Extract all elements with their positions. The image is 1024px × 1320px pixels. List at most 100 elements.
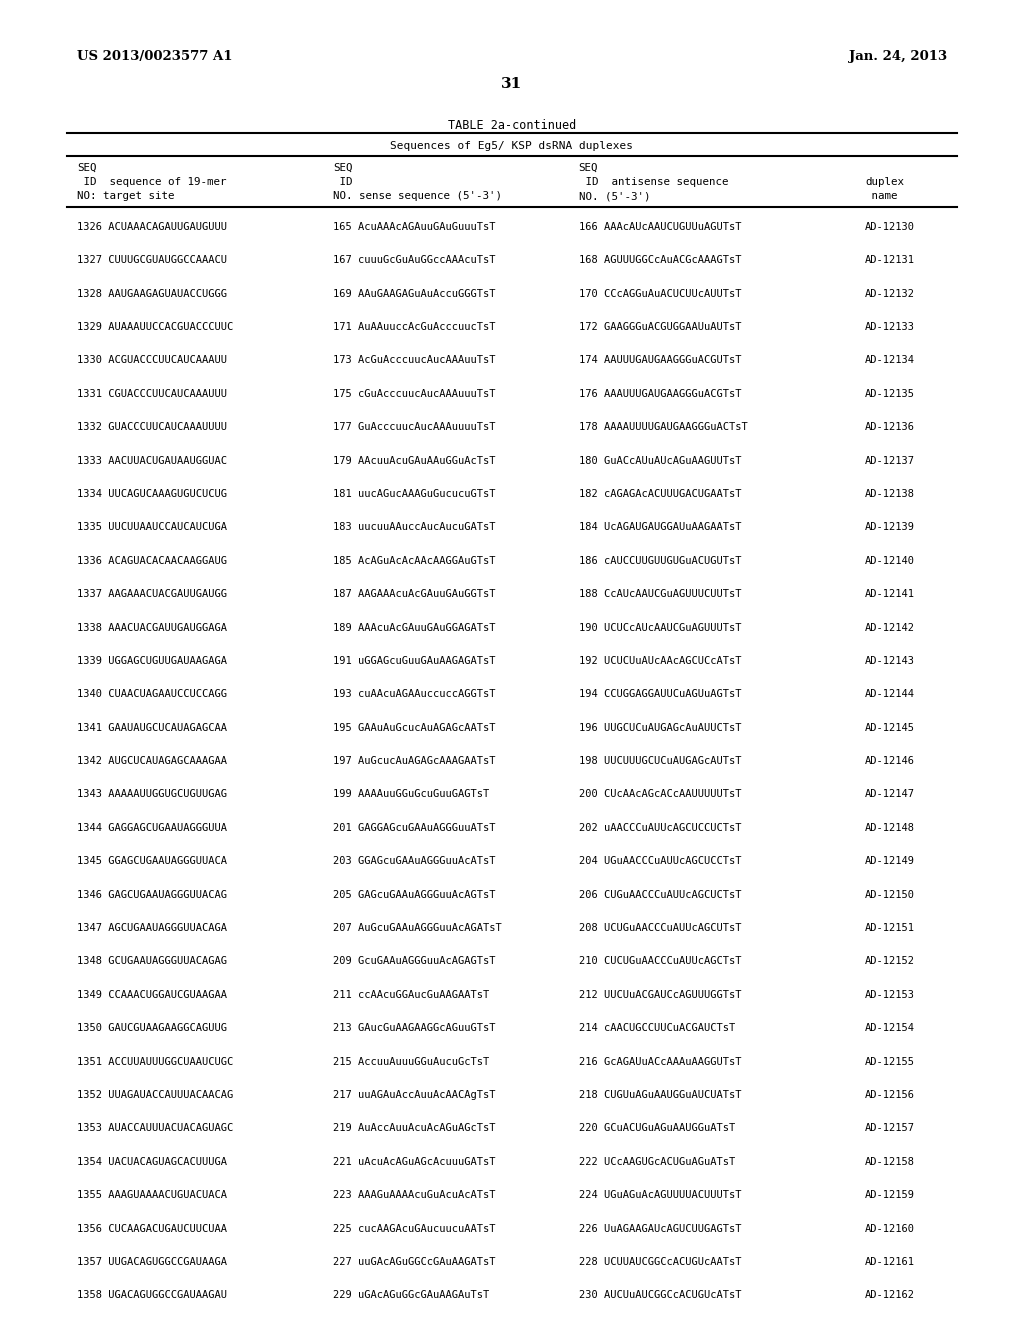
Text: 182 cAGAGAcACUUUGACUGAATsT: 182 cAGAGAcACUUUGACUGAATsT [579,488,741,499]
Text: AD-12140: AD-12140 [865,556,915,566]
Text: 203 GGAGcuGAAuAGGGuuAcATsT: 203 GGAGcuGAAuAGGGuuAcATsT [333,857,496,866]
Text: AD-12161: AD-12161 [865,1257,915,1267]
Text: AD-12160: AD-12160 [865,1224,915,1234]
Text: 1342 AUGCUCAUAGAGCAAAGAA: 1342 AUGCUCAUAGAGCAAAGAA [77,756,226,766]
Text: AD-12146: AD-12146 [865,756,915,766]
Text: 200 CUcAAcAGcACcAAUUUUUTsT: 200 CUcAAcAGcACcAAUUUUUTsT [579,789,741,800]
Text: AD-12142: AD-12142 [865,623,915,632]
Text: ID  sequence of 19-mer: ID sequence of 19-mer [77,177,226,187]
Text: AD-12130: AD-12130 [865,222,915,232]
Text: NO: target site: NO: target site [77,191,174,202]
Text: US 2013/0023577 A1: US 2013/0023577 A1 [77,50,232,63]
Text: TABLE 2a-continued: TABLE 2a-continued [447,119,577,132]
Text: 1347 AGCUGAAUAGGGUUACAGA: 1347 AGCUGAAUAGGGUUACAGA [77,923,226,933]
Text: 206 CUGuAACCCuAUUcAGCUCTsT: 206 CUGuAACCCuAUUcAGCUCTsT [579,890,741,900]
Text: 204 UGuAACCCuAUUcAGCUCCTsT: 204 UGuAACCCuAUUcAGCUCCTsT [579,857,741,866]
Text: AD-12149: AD-12149 [865,857,915,866]
Text: 1339 UGGAGCUGUUGAUAAGAGA: 1339 UGGAGCUGUUGAUAAGAGA [77,656,226,665]
Text: 1340 CUAACUAGAAUCCUCCAGG: 1340 CUAACUAGAAUCCUCCAGG [77,689,226,700]
Text: 184 UcAGAUGAUGGAUuAAGAATsT: 184 UcAGAUGAUGGAUuAAGAATsT [579,523,741,532]
Text: duplex: duplex [865,177,904,187]
Text: AD-12154: AD-12154 [865,1023,915,1034]
Text: 178 AAAAUUUUGAUGAAGGGuACTsT: 178 AAAAUUUUGAUGAAGGGuACTsT [579,422,748,432]
Text: 1351 ACCUUAUUUGGCUAAUCUGC: 1351 ACCUUAUUUGGCUAAUCUGC [77,1056,233,1067]
Text: 1330 ACGUACCCUUCAUCAAAUU: 1330 ACGUACCCUUCAUCAAAUU [77,355,226,366]
Text: 169 AAuGAAGAGuAuAccuGGGTsT: 169 AAuGAAGAGuAuAccuGGGTsT [333,289,496,298]
Text: 227 uuGAcAGuGGCcGAuAAGATsT: 227 uuGAcAGuGGCcGAuAAGATsT [333,1257,496,1267]
Text: 230 AUCUuAUCGGCcACUGUcATsT: 230 AUCUuAUCGGCcACUGUcATsT [579,1291,741,1300]
Text: AD-12156: AD-12156 [865,1090,915,1100]
Text: AD-12158: AD-12158 [865,1156,915,1167]
Text: 165 AcuAAAcAGAuuGAuGuuuTsT: 165 AcuAAAcAGAuuGAuGuuuTsT [333,222,496,232]
Text: ID  antisense sequence: ID antisense sequence [579,177,728,187]
Text: 190 UCUCcAUcAAUCGuAGUUUTsT: 190 UCUCcAUcAAUCGuAGUUUTsT [579,623,741,632]
Text: AD-12147: AD-12147 [865,789,915,800]
Text: AD-12153: AD-12153 [865,990,915,999]
Text: 224 UGuAGuAcAGUUUUACUUUTsT: 224 UGuAGuAcAGUUUUACUUUTsT [579,1191,741,1200]
Text: AD-12135: AD-12135 [865,388,915,399]
Text: AD-12133: AD-12133 [865,322,915,331]
Text: 208 UCUGuAACCCuAUUcAGCUTsT: 208 UCUGuAACCCuAUUcAGCUTsT [579,923,741,933]
Text: AD-12137: AD-12137 [865,455,915,466]
Text: 225 cucAAGAcuGAucuucuAATsT: 225 cucAAGAcuGAucuucuAATsT [333,1224,496,1234]
Text: 1329 AUAAAUUCCACGUACCCUUC: 1329 AUAAAUUCCACGUACCCUUC [77,322,233,331]
Text: NO. (5'-3'): NO. (5'-3') [579,191,650,202]
Text: 211 ccAAcuGGAucGuAAGAATsT: 211 ccAAcuGGAucGuAAGAATsT [333,990,489,999]
Text: 1332 GUACCCUUCAUCAAAUUUU: 1332 GUACCCUUCAUCAAAUUUU [77,422,226,432]
Text: 221 uAcuAcAGuAGcAcuuuGATsT: 221 uAcuAcAGuAGcAcuuuGATsT [333,1156,496,1167]
Text: AD-12143: AD-12143 [865,656,915,665]
Text: 196 UUGCUCuAUGAGcAuAUUCTsT: 196 UUGCUCuAUGAGcAuAUUCTsT [579,723,741,733]
Text: 1334 UUCAGUCAAAGUGUCUCUG: 1334 UUCAGUCAAAGUGUCUCUG [77,488,226,499]
Text: 218 CUGUuAGuAAUGGuAUCUATsT: 218 CUGUuAGuAAUGGuAUCUATsT [579,1090,741,1100]
Text: AD-12162: AD-12162 [865,1291,915,1300]
Text: AD-12139: AD-12139 [865,523,915,532]
Text: 192 UCUCUuAUcAAcAGCUCcATsT: 192 UCUCUuAUcAAcAGCUCcATsT [579,656,741,665]
Text: 1341 GAAUAUGCUCAUAGAGCAA: 1341 GAAUAUGCUCAUAGAGCAA [77,723,226,733]
Text: 183 uucuuAAuccAucAucuGATsT: 183 uucuuAAuccAucAucuGATsT [333,523,496,532]
Text: 1353 AUACCAUUUACUACAGUAGC: 1353 AUACCAUUUACUACAGUAGC [77,1123,233,1134]
Text: AD-12152: AD-12152 [865,957,915,966]
Text: AD-12157: AD-12157 [865,1123,915,1134]
Text: 173 AcGuAcccuucAucAAAuuTsT: 173 AcGuAcccuucAucAAAuuTsT [333,355,496,366]
Text: 1335 UUCUUAAUCCAUCAUCUGA: 1335 UUCUUAAUCCAUCAUCUGA [77,523,226,532]
Text: SEQ: SEQ [77,162,96,173]
Text: 217 uuAGAuAccAuuAcAACAgTsT: 217 uuAGAuAccAuuAcAACAgTsT [333,1090,496,1100]
Text: AD-12159: AD-12159 [865,1191,915,1200]
Text: 209 GcuGAAuAGGGuuAcAGAGTsT: 209 GcuGAAuAGGGuuAcAGAGTsT [333,957,496,966]
Text: 175 cGuAcccuucAucAAAuuuTsT: 175 cGuAcccuucAucAAAuuuTsT [333,388,496,399]
Text: 174 AAUUUGAUGAAGGGuACGUTsT: 174 AAUUUGAUGAAGGGuACGUTsT [579,355,741,366]
Text: 1328 AAUGAAGAGUAUACCUGGG: 1328 AAUGAAGAGUAUACCUGGG [77,289,226,298]
Text: 181 uucAGucAAAGuGucucuGTsT: 181 uucAGucAAAGuGucucuGTsT [333,488,496,499]
Text: 1355 AAAGUAAAACUGUACUACA: 1355 AAAGUAAAACUGUACUACA [77,1191,226,1200]
Text: 179 AAcuuAcuGAuAAuGGuAcTsT: 179 AAcuuAcuGAuAAuGGuAcTsT [333,455,496,466]
Text: 198 UUCUUUGCUCuAUGAGcAUTsT: 198 UUCUUUGCUCuAUGAGcAUTsT [579,756,741,766]
Text: 1331 CGUACCCUUCAUCAAAUUU: 1331 CGUACCCUUCAUCAAAUUU [77,388,226,399]
Text: 202 uAACCCuAUUcAGCUCCUCTsT: 202 uAACCCuAUUcAGCUCCUCTsT [579,822,741,833]
Text: AD-12141: AD-12141 [865,589,915,599]
Text: 1343 AAAAAUUGGUGCUGUUGAG: 1343 AAAAAUUGGUGCUGUUGAG [77,789,226,800]
Text: 166 AAAcAUcAAUCUGUUuAGUTsT: 166 AAAcAUcAAUCUGUUuAGUTsT [579,222,741,232]
Text: ID: ID [333,177,352,187]
Text: AD-12144: AD-12144 [865,689,915,700]
Text: AD-12148: AD-12148 [865,822,915,833]
Text: 1354 UACUACAGUAGCACUUUGA: 1354 UACUACAGUAGCACUUUGA [77,1156,226,1167]
Text: 168 AGUUUGGCcAuACGcAAAGTsT: 168 AGUUUGGCcAuACGcAAAGTsT [579,255,741,265]
Text: 222 UCcAAGUGcACUGuAGuATsT: 222 UCcAAGUGcACUGuAGuATsT [579,1156,735,1167]
Text: 220 GCuACUGuAGuAAUGGuATsT: 220 GCuACUGuAGuAAUGGuATsT [579,1123,735,1134]
Text: 1357 UUGACAGUGGCCGAUAAGA: 1357 UUGACAGUGGCCGAUAAGA [77,1257,226,1267]
Text: 219 AuAccAuuAcuAcAGuAGcTsT: 219 AuAccAuuAcuAcAGuAGcTsT [333,1123,496,1134]
Text: 31: 31 [502,77,522,91]
Text: name: name [865,191,898,202]
Text: 212 UUCUuACGAUCcAGUUUGGTsT: 212 UUCUuACGAUCcAGUUUGGTsT [579,990,741,999]
Text: AD-12155: AD-12155 [865,1056,915,1067]
Text: 1336 ACAGUACACAACAAGGAUG: 1336 ACAGUACACAACAAGGAUG [77,556,226,566]
Text: 171 AuAAuuccAcGuAcccuucTsT: 171 AuAAuuccAcGuAcccuucTsT [333,322,496,331]
Text: 213 GAucGuAAGAAGGcAGuuGTsT: 213 GAucGuAAGAAGGcAGuuGTsT [333,1023,496,1034]
Text: 1358 UGACAGUGGCCGAUAAGAU: 1358 UGACAGUGGCCGAUAAGAU [77,1291,226,1300]
Text: 180 GuACcAUuAUcAGuAAGUUTsT: 180 GuACcAUuAUcAGuAAGUUTsT [579,455,741,466]
Text: 1350 GAUCGUAAGAAGGCAGUUG: 1350 GAUCGUAAGAAGGCAGUUG [77,1023,226,1034]
Text: 189 AAAcuAcGAuuGAuGGAGATsT: 189 AAAcuAcGAuuGAuGGAGATsT [333,623,496,632]
Text: 188 CcAUcAAUCGuAGUUUCUUTsT: 188 CcAUcAAUCGuAGUUUCUUTsT [579,589,741,599]
Text: 194 CCUGGAGGAUUCuAGUuAGTsT: 194 CCUGGAGGAUUCuAGUuAGTsT [579,689,741,700]
Text: 167 cuuuGcGuAuGGccAAAcuTsT: 167 cuuuGcGuAuGGccAAAcuTsT [333,255,496,265]
